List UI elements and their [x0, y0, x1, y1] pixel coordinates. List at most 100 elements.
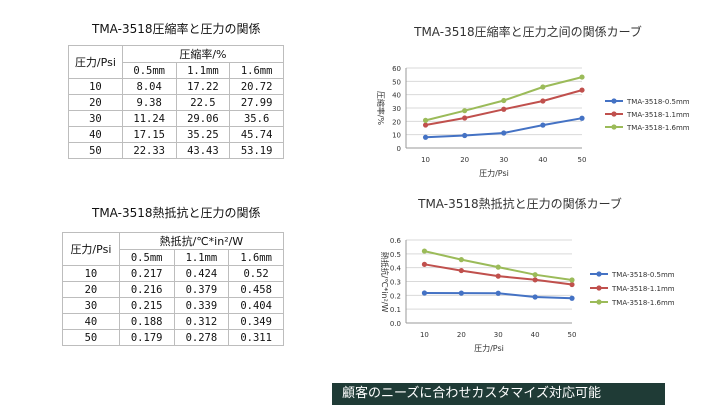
- value-cell: 22.5: [175, 94, 231, 111]
- table-row: 50 22.33 43.43 53.19: [68, 142, 284, 159]
- data-point: [579, 74, 585, 80]
- table2-title: TMA-3518熱抵抗と圧力の関係: [92, 206, 261, 220]
- data-point: [462, 132, 468, 139]
- pressure-cell: 40: [62, 313, 120, 330]
- value-cell: 45.74: [229, 126, 284, 143]
- x-tick-label: 20: [460, 156, 469, 164]
- data-point: [421, 261, 428, 267]
- legend-label: TMA-3518-0.5mm: [611, 271, 675, 279]
- table-row: 30 0.215 0.339 0.404: [62, 297, 284, 314]
- value-cell: 35.6: [229, 110, 284, 127]
- table-row: 20 0.216 0.379 0.458: [62, 281, 284, 298]
- data-point: [532, 294, 538, 300]
- data-point: [458, 290, 464, 296]
- custom-order-banner: 顧客のニーズに合わせカスタマイズ対応可能: [332, 383, 665, 405]
- data-point: [495, 273, 501, 279]
- thermal-resistance-table: 圧力/Psi 熱抵抗/℃*in²/W 0.5mm 1.1mm 1.6mm 10 …: [62, 232, 285, 346]
- pressure-cell: 30: [68, 110, 123, 127]
- x-axis-label: 圧力/Psi: [474, 343, 504, 353]
- data-point: [540, 98, 546, 104]
- data-point: [422, 134, 429, 140]
- y-axis-label: 熱抵抗/℃*in²/W: [380, 252, 390, 313]
- x-tick-label: 10: [421, 156, 430, 164]
- value-cell: 0.458: [228, 281, 284, 298]
- group-header: 熱抵抗/℃*in²/W: [118, 232, 285, 250]
- value-cell: 8.04: [121, 78, 177, 95]
- data-point: [422, 122, 429, 128]
- y-tick-label: 0.5: [390, 251, 401, 259]
- chart-title: TMA-3518熱抵抗と圧力の関係カーブ: [417, 196, 622, 211]
- y-tick-label: 60: [392, 65, 401, 73]
- data-point: [501, 106, 507, 112]
- legend-marker: [611, 124, 617, 130]
- data-point: [458, 257, 464, 263]
- data-point: [501, 130, 507, 136]
- x-tick-label: 30: [494, 331, 503, 339]
- y-tick-label: 0.6: [390, 237, 402, 245]
- data-point: [569, 281, 575, 288]
- x-tick-label: 10: [420, 331, 429, 339]
- y-tick-label: 0.0: [390, 320, 401, 328]
- value-cell: 0.311: [228, 329, 284, 346]
- x-tick-label: 40: [531, 331, 540, 339]
- data-point: [569, 277, 575, 283]
- table-row: 10 0.217 0.424 0.52: [62, 265, 284, 282]
- x-tick-label: 40: [538, 156, 547, 164]
- value-cell: 35.25: [175, 126, 231, 143]
- y-tick-label: 50: [392, 78, 401, 86]
- value-cell: 0.278: [173, 329, 230, 346]
- data-point: [421, 248, 428, 254]
- legend-marker: [596, 271, 602, 277]
- table-row: 50 0.179 0.278 0.311: [62, 329, 284, 346]
- table-row: 10 8.04 17.22 20.72: [68, 78, 284, 95]
- chart-title: TMA-3518圧縮率と圧力之间の関係カーブ: [413, 24, 642, 39]
- y-tick-label: 0.2: [390, 292, 401, 300]
- y-tick-label: 20: [392, 118, 401, 126]
- y-tick-label: 30: [392, 105, 401, 113]
- table-row: 30 11.24 29.06 35.6: [68, 110, 284, 127]
- data-point: [540, 122, 546, 128]
- data-point: [540, 84, 546, 90]
- legend-label: TMA-3518-1.6mm: [611, 299, 675, 307]
- y-tick-label: 40: [392, 92, 401, 100]
- x-tick-label: 30: [499, 156, 508, 164]
- column-header: 1.6mm: [229, 62, 284, 79]
- data-point: [422, 117, 429, 123]
- legend-marker: [596, 299, 602, 305]
- data-point: [462, 108, 468, 114]
- value-cell: 0.312: [173, 313, 230, 330]
- table1-title: TMA-3518圧縮率と圧力の関係: [92, 22, 261, 36]
- value-cell: 11.24: [121, 110, 177, 127]
- x-tick-label: 50: [578, 156, 587, 164]
- y-tick-label: 0.3: [390, 279, 401, 287]
- value-cell: 0.188: [118, 313, 175, 330]
- y-tick-label: 0.4: [390, 265, 402, 273]
- legend-label: TMA-3518-0.5mm: [626, 98, 690, 106]
- data-point: [421, 290, 428, 296]
- value-cell: 0.424: [173, 265, 230, 282]
- pressure-cell: 50: [68, 142, 123, 159]
- x-tick-label: 20: [457, 331, 466, 339]
- legend-marker: [611, 98, 617, 104]
- data-point: [579, 115, 585, 121]
- table-row: 40 17.15 35.25 45.74: [68, 126, 284, 143]
- compression-table: 圧力/Psi 圧縮率/% 0.5mm 1.1mm 1.6mm 10 8.04 1…: [68, 45, 285, 159]
- y-tick-label: 0.1: [390, 306, 401, 314]
- data-point: [532, 277, 538, 283]
- pressure-cell: 50: [62, 329, 120, 346]
- data-point: [501, 97, 507, 104]
- data-point: [462, 115, 468, 121]
- value-cell: 22.33: [121, 142, 177, 159]
- legend-label: TMA-3518-1.1mm: [611, 285, 675, 293]
- legend-marker: [596, 285, 602, 291]
- value-cell: 0.339: [173, 297, 230, 314]
- row-header: 圧力/Psi: [62, 232, 120, 266]
- x-tick-label: 50: [568, 331, 577, 339]
- data-point: [569, 295, 575, 301]
- legend-label: TMA-3518-1.6mm: [626, 124, 690, 132]
- value-cell: 0.379: [173, 281, 230, 298]
- data-point: [532, 272, 538, 278]
- y-axis-label: 圧縮率/%: [376, 91, 386, 126]
- legend-marker: [611, 111, 617, 117]
